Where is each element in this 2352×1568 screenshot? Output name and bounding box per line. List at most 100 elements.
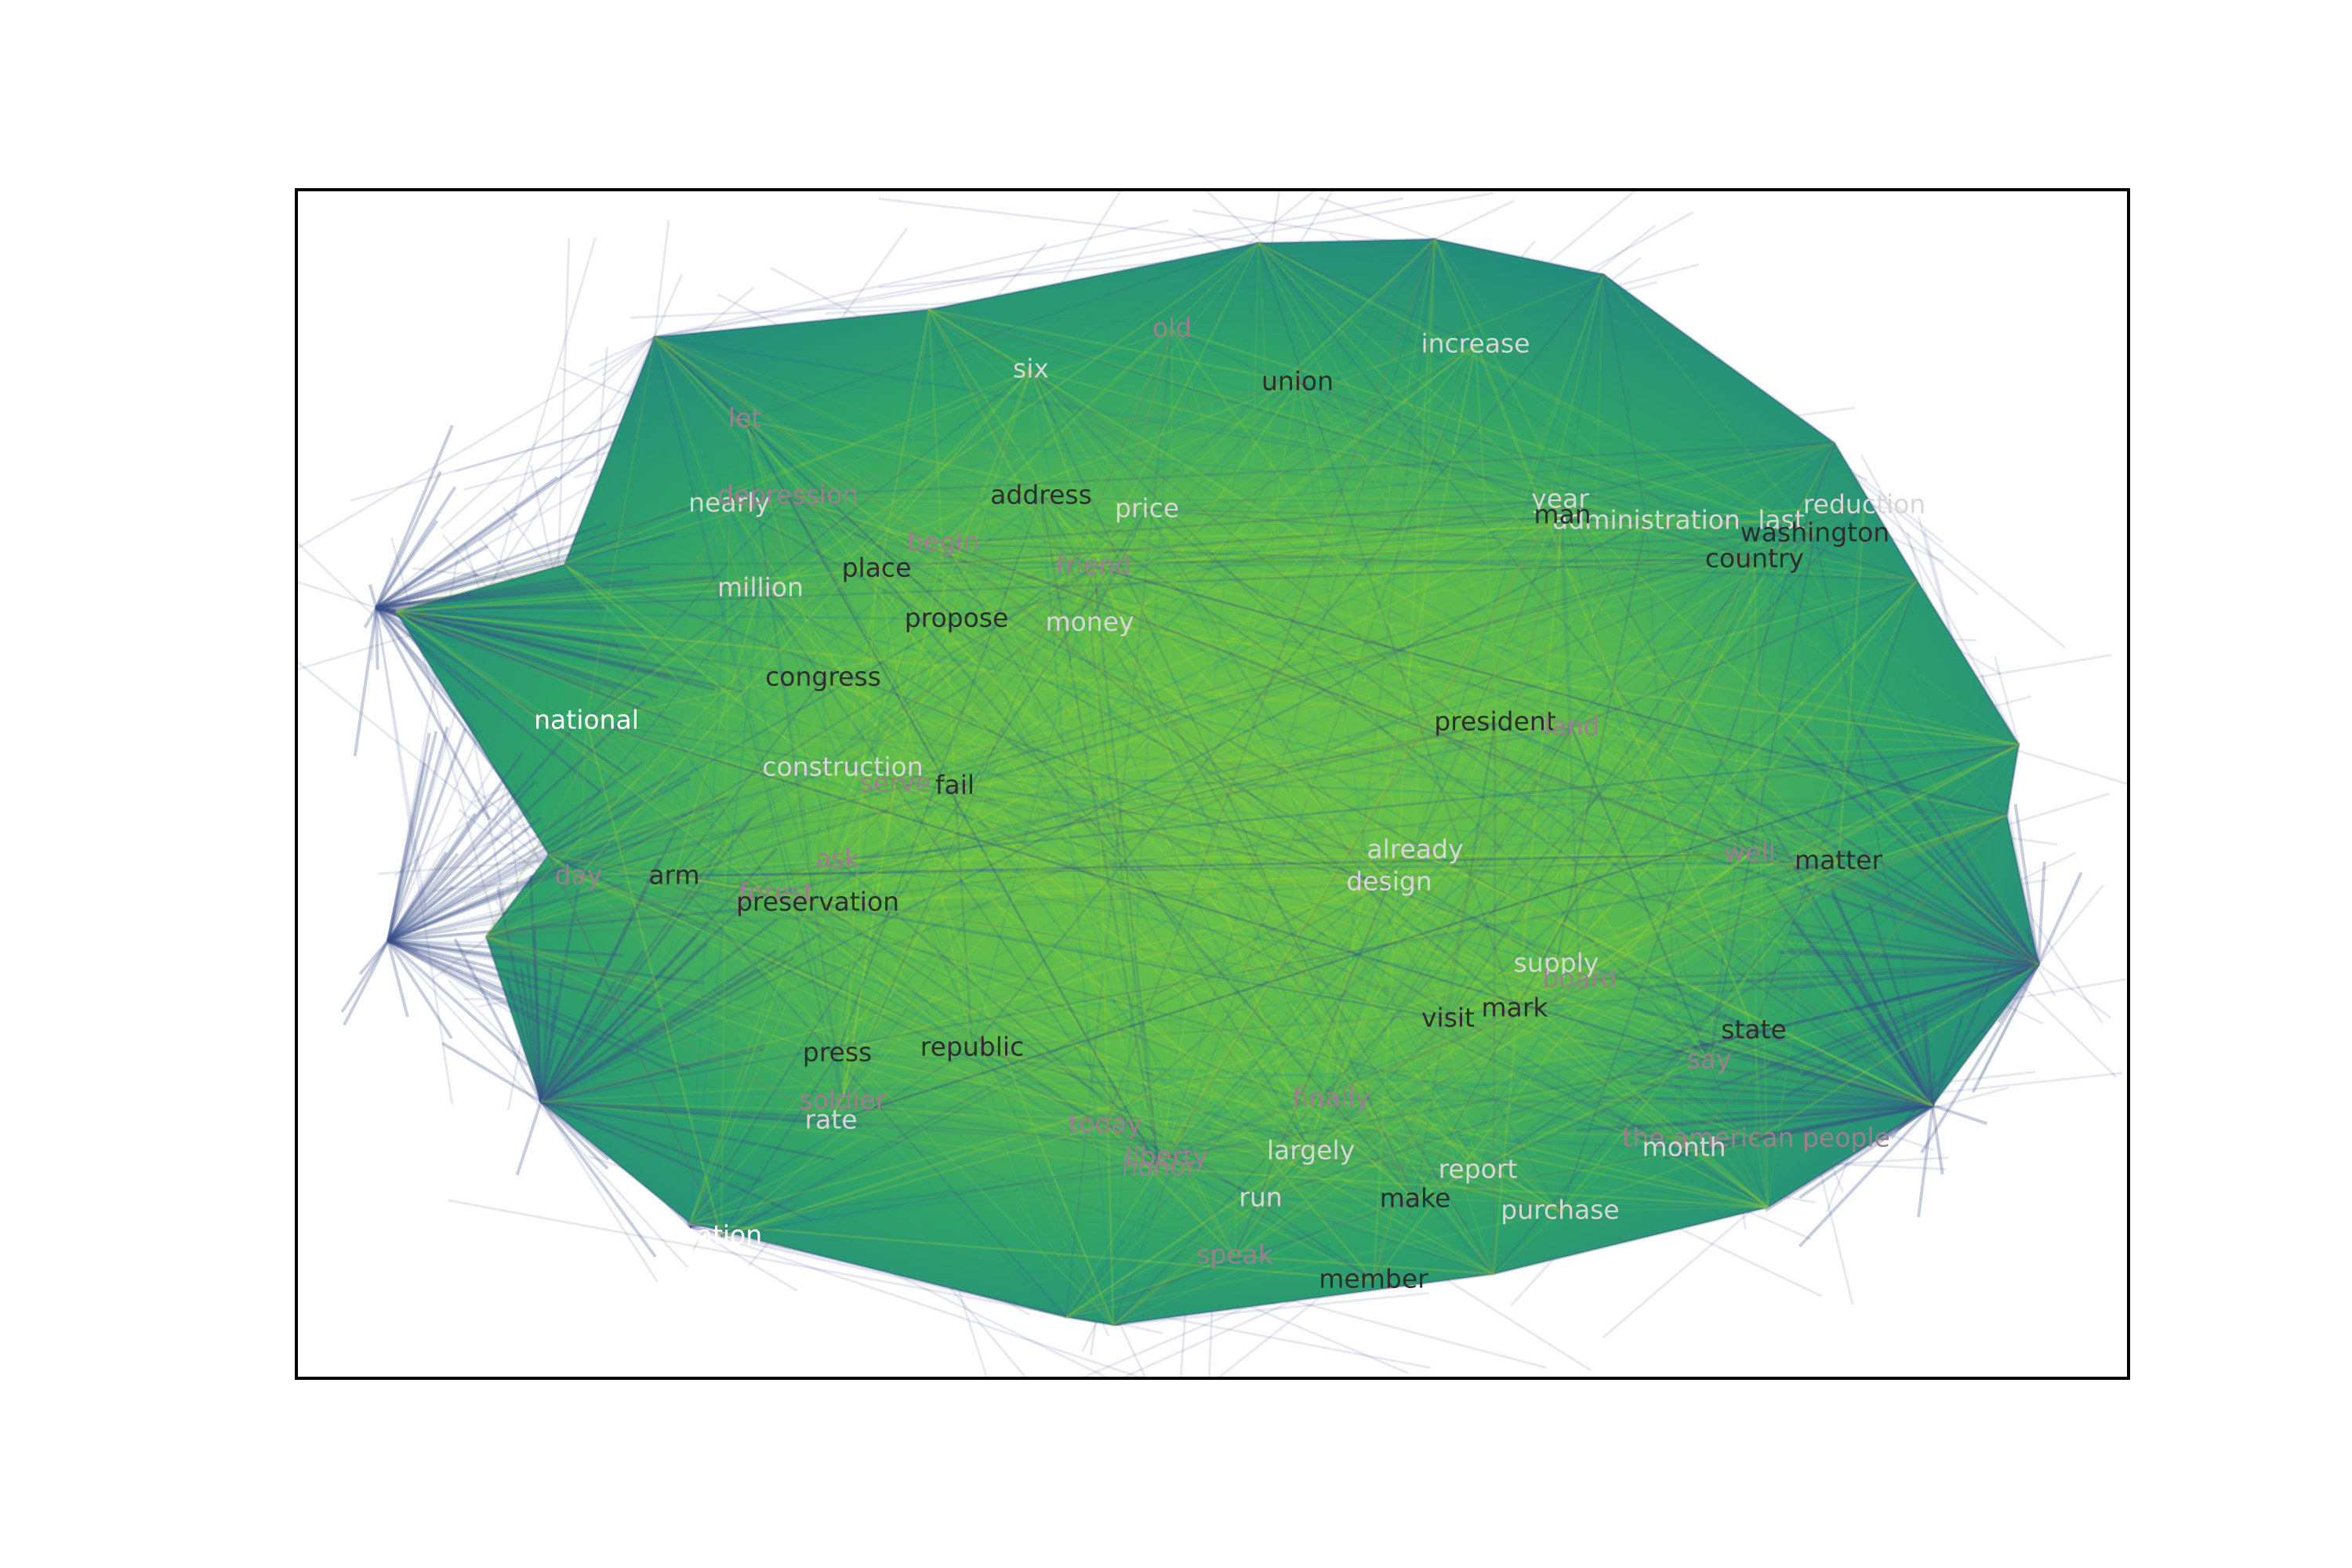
- edge: [837, 858, 1755, 1033]
- edge: [954, 785, 1390, 884]
- vertex-spoke: [539, 949, 777, 1103]
- outer-spoke: [2038, 963, 2112, 1019]
- edge: [563, 564, 839, 1054]
- edge: [1234, 860, 1839, 1258]
- edge: [875, 568, 1236, 1257]
- edge: [744, 418, 1769, 1209]
- edge: [971, 1007, 1515, 1050]
- edge: [816, 543, 945, 904]
- edge: [895, 441, 1835, 786]
- vertex-spoke: [1697, 1040, 1933, 1107]
- edge: [563, 564, 833, 1122]
- edge: [759, 588, 1160, 1169]
- edge: [1089, 622, 1769, 1209]
- edge: [564, 563, 1312, 1153]
- edge: [760, 587, 1839, 863]
- edge: [653, 336, 789, 497]
- edge: [689, 1221, 1374, 1282]
- edge: [955, 242, 1260, 620]
- edge: [1089, 441, 1835, 625]
- edge: [837, 1052, 1312, 1153]
- vertex-spoke: [387, 760, 644, 942]
- edge: [822, 677, 839, 1054]
- vertex-spoke: [1788, 931, 2039, 966]
- edge: [1259, 238, 1436, 1200]
- edge: [1388, 274, 1605, 884]
- edge: [816, 783, 897, 904]
- edge: [759, 588, 1115, 1326]
- edge: [1065, 727, 1573, 1318]
- edge: [1309, 727, 1573, 1152]
- node-label-preservation: preservation: [736, 887, 899, 917]
- edge: [1414, 1104, 1933, 1201]
- edge: [547, 853, 833, 1123]
- edge: [928, 308, 1816, 535]
- edge: [654, 336, 1839, 863]
- vertex-spoke: [441, 1042, 543, 1103]
- node-label-increase: increase: [1421, 328, 1530, 359]
- edge: [787, 381, 1298, 498]
- edge: [1414, 743, 2020, 1201]
- edge: [1683, 963, 2039, 1150]
- vertex-spoke: [539, 828, 678, 1102]
- edge: [1166, 814, 2008, 1160]
- edge: [728, 503, 1918, 582]
- edge: [894, 543, 945, 785]
- vertex-spoke: [387, 777, 690, 942]
- edge: [688, 543, 945, 1224]
- edge: [1166, 579, 1918, 1160]
- edge: [540, 1100, 832, 1123]
- edge: [1092, 566, 1417, 1200]
- edge: [485, 532, 1816, 938]
- node-label-say: say: [1687, 1044, 1732, 1075]
- edge: [578, 520, 1782, 878]
- edge: [1330, 238, 1436, 1100]
- edge: [1029, 369, 1312, 1152]
- edge: [395, 610, 1390, 884]
- node-label-run: run: [1239, 1182, 1282, 1213]
- vertex-spoke: [539, 940, 710, 1103]
- edge: [394, 611, 580, 877]
- outer-spoke: [387, 928, 458, 942]
- node-label-national: national: [534, 705, 639, 735]
- edge: [1388, 881, 1710, 1062]
- vertex-spoke: [387, 752, 524, 942]
- edge: [1104, 238, 1436, 1126]
- edge: [578, 875, 1561, 1213]
- edge: [673, 441, 1835, 878]
- edge: [485, 881, 1390, 938]
- edge: [1157, 1167, 1236, 1257]
- edge: [485, 935, 1106, 1127]
- edge: [653, 336, 746, 421]
- edge: [743, 419, 1312, 1152]
- node-label-arm: arm: [648, 860, 699, 891]
- edge: [942, 543, 1312, 1152]
- edge: [953, 786, 1236, 1257]
- edge: [564, 563, 1755, 1033]
- outer-spoke: [878, 198, 1259, 245]
- edge: [586, 514, 1563, 723]
- edge: [654, 336, 1496, 724]
- vertex-spoke: [1896, 1033, 1934, 1106]
- edge: [1330, 1029, 1755, 1101]
- edge: [787, 241, 1259, 498]
- edge: [1171, 328, 1751, 855]
- edge: [817, 579, 1918, 905]
- outer-spoke: [1978, 964, 2040, 1080]
- edge: [564, 563, 1751, 855]
- edge: [1559, 499, 2040, 966]
- edge: [485, 343, 1476, 938]
- edge: [395, 495, 789, 613]
- edge: [927, 308, 1149, 511]
- vertex-spoke: [387, 839, 615, 942]
- edge: [653, 336, 844, 1102]
- edge: [1752, 579, 1918, 1032]
- edge: [1513, 559, 1756, 1010]
- outer-spoke: [654, 197, 1404, 339]
- vertex-spoke: [1831, 892, 1934, 1106]
- edge: [841, 783, 897, 1102]
- edge: [837, 858, 1494, 1276]
- vertex-spoke: [1719, 826, 2039, 966]
- edge: [1093, 520, 1647, 568]
- vertex-spoke: [387, 939, 419, 953]
